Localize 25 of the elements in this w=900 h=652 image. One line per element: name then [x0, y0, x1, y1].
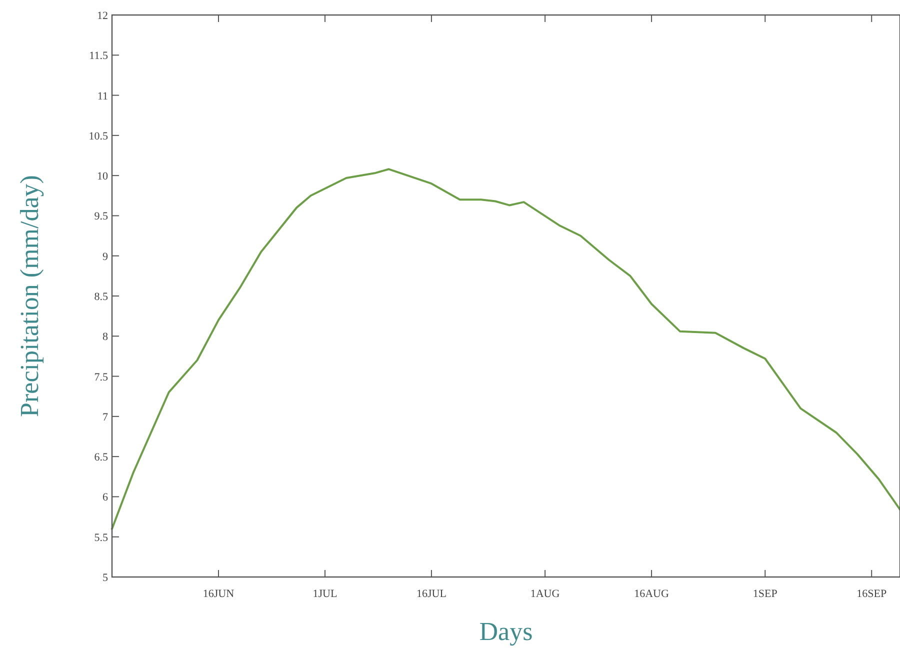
y-tick-label: 9.5	[94, 210, 108, 223]
x-tick-label: 1SEP	[752, 588, 778, 600]
x-tick-label: 1AUG	[530, 588, 560, 600]
x-tick-label: 16SEP	[856, 588, 887, 600]
y-tick-label: 11	[97, 90, 108, 102]
line-series	[111, 168, 900, 530]
y-tick-label: 7	[102, 411, 108, 424]
y-tick-label: 8	[102, 331, 108, 344]
y-tick-label: 8.5	[94, 291, 108, 303]
x-tick-label: 16AUG	[634, 588, 669, 600]
x-axis-title: Days	[479, 617, 533, 646]
y-tick-label: 6.5	[94, 452, 108, 464]
y-axis-title: Precipitation (mm/day)	[15, 175, 44, 417]
x-tick-label: 16JUL	[416, 588, 447, 600]
y-tick-label: 9	[102, 250, 108, 263]
y-tick-label: 5	[102, 572, 108, 584]
y-tick-label: 12	[97, 10, 108, 22]
y-tick-label: 6	[102, 492, 108, 504]
y-tick-label: 11.5	[89, 50, 108, 62]
x-tick-label: 16JUN	[202, 588, 234, 600]
y-tick-label: 10	[97, 170, 108, 183]
y-tick-label: 10.5	[88, 130, 108, 142]
x-tick-label: 1JUL	[312, 588, 338, 600]
y-tick-label: 5.5	[94, 532, 108, 544]
y-tick-label: 7.5	[94, 371, 108, 384]
